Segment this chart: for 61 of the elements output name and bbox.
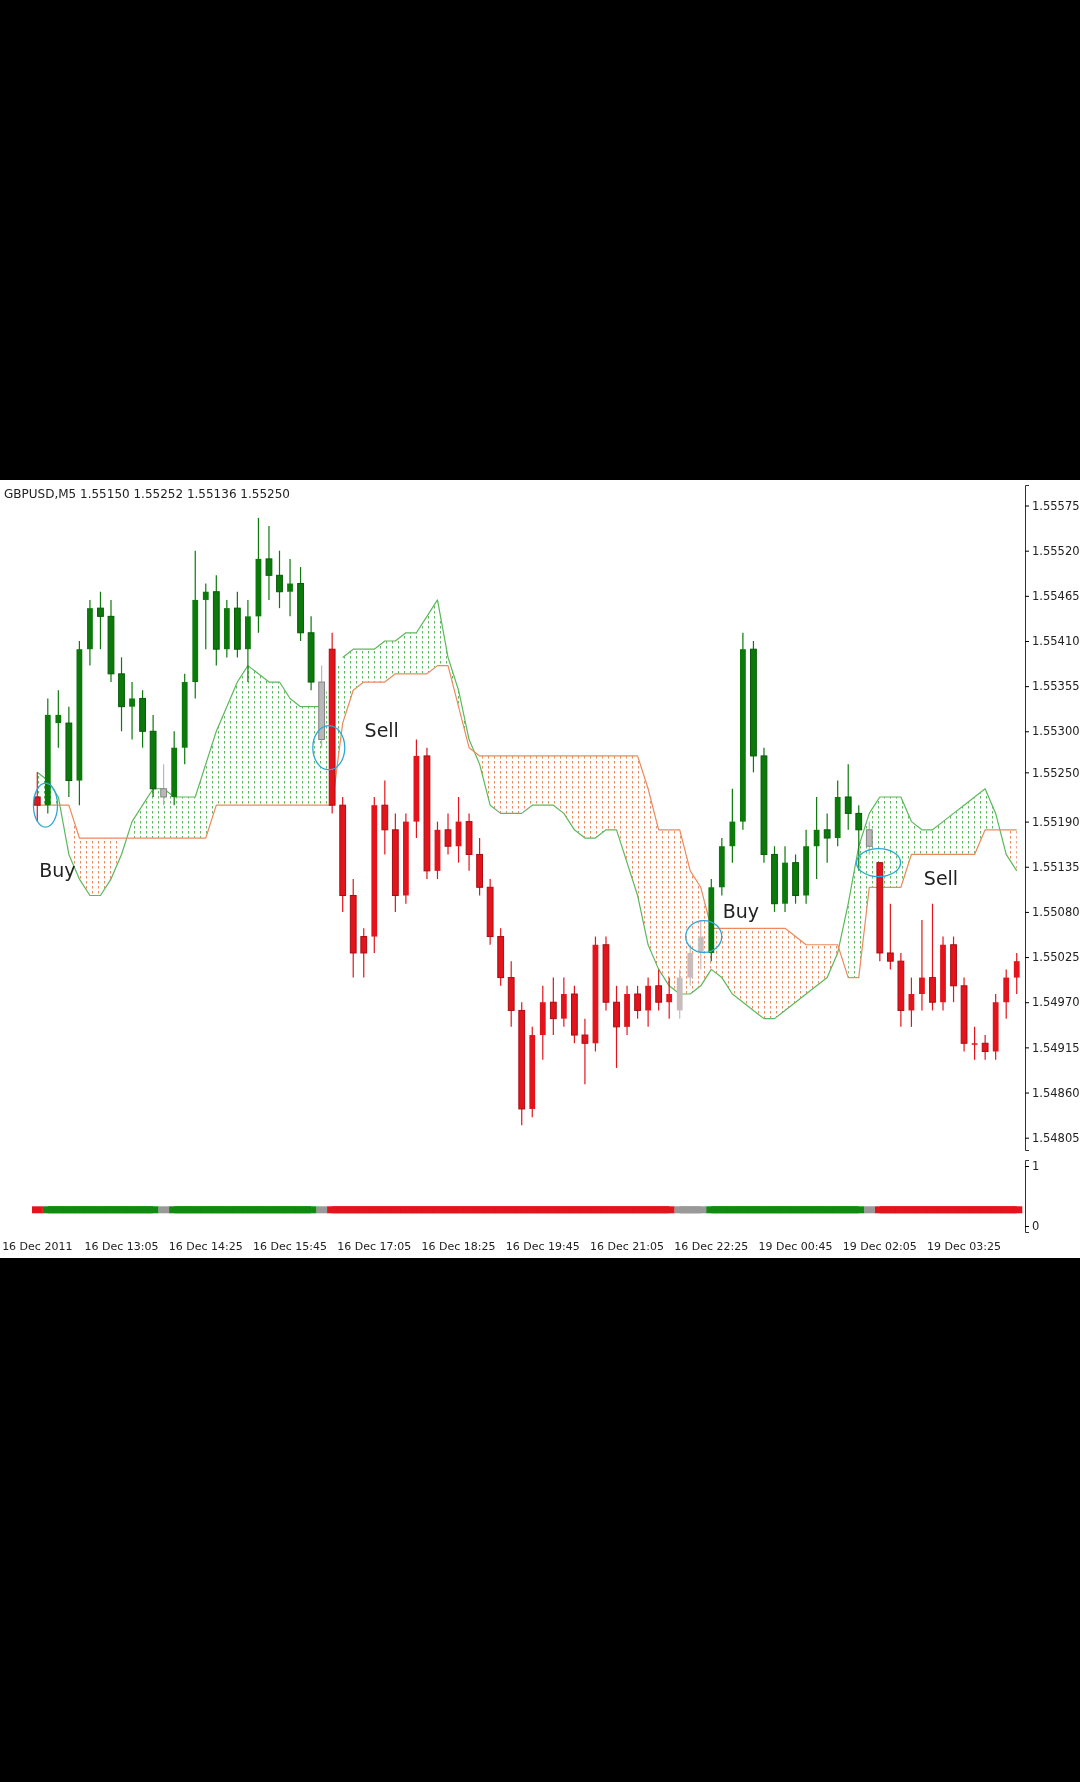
candlestick [666,976,673,1020]
x-tick-label: 19 Dec 00:45 [758,1240,833,1253]
candlestick [287,558,293,617]
candlestick [844,763,852,831]
y-tick-label: 1.55520 [1032,543,1080,558]
candlestick [919,919,925,1012]
candlestick [813,796,820,880]
candlestick [855,804,863,872]
candlestick [697,919,704,970]
x-tick-label: 16 Dec 18:25 [421,1240,496,1253]
y-tick-label: 1.55250 [1032,765,1080,780]
x-tick-label: 16 Dec 22:25 [674,1240,749,1253]
x-tick-label: 16 Dec 17:05 [337,1240,412,1253]
x-tick-label: 16 Dec 2011 [2,1240,73,1253]
y-tick-label: 1.54970 [1032,995,1080,1010]
candlestick [1013,952,1020,995]
candlestick [97,591,104,650]
candlestick [823,812,831,864]
x-tick-label: 16 Dec 13:05 [84,1240,159,1253]
y-tick-label: 1.55355 [1032,679,1080,694]
y-tick-label: 1 [1032,1159,1040,1174]
candlestick [444,812,452,856]
x-tick-label: 16 Dec 21:05 [590,1240,665,1253]
candlestick [655,968,663,1012]
candlestick [981,1034,989,1061]
y-tick-label: 1.54805 [1032,1130,1080,1145]
candlestick [33,771,41,823]
y-tick-label: 1.55080 [1032,905,1080,920]
candlestick [581,1018,589,1085]
annotation: Buy [722,899,760,922]
candlestick [160,763,168,806]
y-tick-label: 1.55135 [1032,859,1080,874]
chart-title: GBPUSD,M5 1.55150 1.55252 1.55136 1.55250 [4,487,290,501]
y-tick-label: 1.55025 [1032,950,1080,965]
y-tick-label: 1.55300 [1032,724,1080,739]
candlestick [886,903,894,970]
candlestick [971,1026,978,1061]
candlestick [865,821,873,856]
x-tick-label: 19 Dec 03:25 [927,1240,1002,1253]
candlestick [549,976,557,1036]
annotation: Sell [923,867,959,890]
candlestick [265,525,273,601]
y-tick-label: 1.55575 [1032,498,1080,513]
candlestick [129,681,135,741]
x-tick-label: 19 Dec 02:05 [842,1240,917,1253]
y-tick-label: 1.55465 [1032,589,1080,604]
x-tick-label: 16 Dec 14:25 [168,1240,243,1253]
candlestick [55,689,62,749]
y-tick-label: 1.54860 [1032,1085,1080,1100]
candlestick [202,582,209,650]
annotation: Sell [364,719,399,742]
y-tick-label: 1.54915 [1032,1040,1080,1055]
candlestick [276,550,283,609]
candlestick [634,985,641,1020]
candlestick [360,927,368,979]
x-tick-label: 16 Dec 19:45 [505,1240,580,1253]
annotation: Buy [39,858,76,881]
x-tick-label: 16 Dec 15:45 [253,1240,328,1253]
y-tick-label: 1.55410 [1032,634,1080,649]
y-tick-label: 0 [1032,1219,1040,1234]
y-tick-label: 1.55190 [1032,814,1080,829]
